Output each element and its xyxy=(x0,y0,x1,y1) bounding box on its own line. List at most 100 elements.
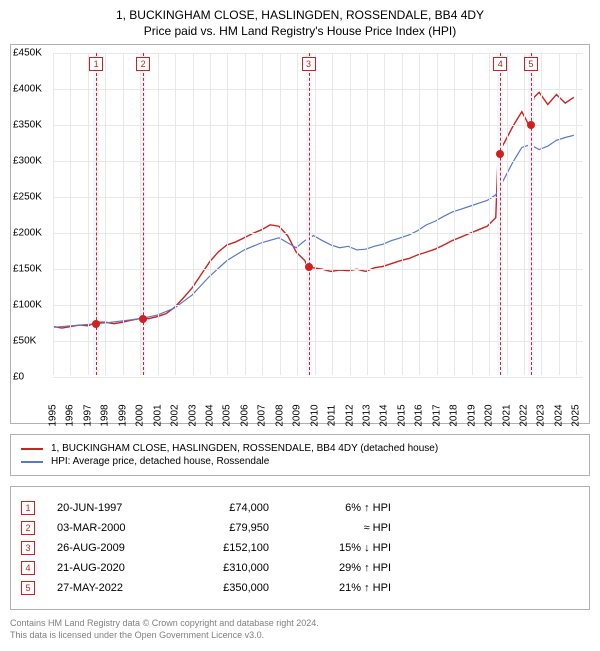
x-axis-label: 2017 xyxy=(431,404,442,426)
gridline-vertical xyxy=(507,53,508,375)
title-block: 1, BUCKINGHAM CLOSE, HASLINGDEN, ROSSEND… xyxy=(10,8,590,38)
gridline-vertical xyxy=(524,53,525,375)
gridline-vertical xyxy=(472,53,473,375)
marker-dashed-line xyxy=(500,53,501,375)
event-price: £79,950 xyxy=(179,522,269,534)
y-axis-label: £450K xyxy=(13,48,42,59)
x-axis-label: 2015 xyxy=(396,404,407,426)
gridline-vertical xyxy=(489,53,490,375)
gridline-horizontal xyxy=(53,161,583,162)
event-price: £152,100 xyxy=(179,542,269,554)
marker-dashed-line xyxy=(143,53,144,375)
event-number-box: 5 xyxy=(21,581,35,595)
event-row: 203-MAR-2000£79,950≈ HPI xyxy=(21,521,579,535)
marker-dot xyxy=(527,121,535,129)
gridline-vertical xyxy=(245,53,246,375)
gridline-vertical xyxy=(402,53,403,375)
gridline-horizontal xyxy=(53,89,583,90)
x-axis-label: 2023 xyxy=(536,404,547,426)
title-address: 1, BUCKINGHAM CLOSE, HASLINGDEN, ROSSEND… xyxy=(10,8,590,22)
price-chart: £0£50K£100K£150K£200K£250K£300K£350K£400… xyxy=(10,44,590,424)
event-number-box: 4 xyxy=(21,561,35,575)
event-delta-vs-hpi: 29% ↑ HPI xyxy=(291,562,391,574)
x-axis-label: 2010 xyxy=(309,404,320,426)
event-number-box: 1 xyxy=(21,501,35,515)
gridline-horizontal xyxy=(53,305,583,306)
gridline-vertical xyxy=(227,53,228,375)
gridline-vertical xyxy=(559,53,560,375)
event-date: 21-AUG-2020 xyxy=(57,562,157,574)
y-axis-label: £150K xyxy=(13,264,42,275)
footer-line: Contains HM Land Registry data © Crown c… xyxy=(10,618,590,630)
x-axis-label: 1995 xyxy=(48,404,59,426)
gridline-vertical xyxy=(437,53,438,375)
marker-dashed-line xyxy=(309,53,310,375)
x-axis-label: 2020 xyxy=(484,404,495,426)
event-number-box: 2 xyxy=(21,521,35,535)
y-axis-label: £250K xyxy=(13,192,42,203)
event-date: 03-MAR-2000 xyxy=(57,522,157,534)
marker-number-box: 2 xyxy=(136,57,150,71)
gridline-vertical xyxy=(140,53,141,375)
gridline-vertical xyxy=(280,53,281,375)
gridline-vertical xyxy=(70,53,71,375)
gridline-vertical xyxy=(576,53,577,375)
gridline-vertical xyxy=(123,53,124,375)
event-row: 421-AUG-2020£310,00029% ↑ HPI xyxy=(21,561,579,575)
page-container: 1, BUCKINGHAM CLOSE, HASLINGDEN, ROSSEND… xyxy=(0,0,600,651)
event-row: 120-JUN-1997£74,0006% ↑ HPI xyxy=(21,501,579,515)
marker-dot xyxy=(305,263,313,271)
gridline-horizontal xyxy=(53,269,583,270)
legend-box: 1, BUCKINGHAM CLOSE, HASLINGDEN, ROSSEND… xyxy=(10,434,590,476)
x-axis-label: 2006 xyxy=(239,404,250,426)
y-axis-label: £100K xyxy=(13,300,42,311)
event-row: 326-AUG-2009£152,10015% ↓ HPI xyxy=(21,541,579,555)
legend-item: 1, BUCKINGHAM CLOSE, HASLINGDEN, ROSSEND… xyxy=(21,443,579,454)
marker-number-box: 4 xyxy=(493,57,507,71)
event-delta-vs-hpi: 21% ↑ HPI xyxy=(291,582,391,594)
gridline-vertical xyxy=(193,53,194,375)
event-date: 26-AUG-2009 xyxy=(57,542,157,554)
x-axis-label: 2016 xyxy=(414,404,425,426)
sales-event-table: 120-JUN-1997£74,0006% ↑ HPI 2 03-MAR-2000 £… xyxy=(10,486,590,610)
marker-dot xyxy=(139,315,147,323)
x-axis-label: 1996 xyxy=(65,404,76,426)
series-line xyxy=(53,135,574,327)
x-axis-label: 2022 xyxy=(518,404,529,426)
gridline-horizontal xyxy=(53,53,583,54)
legend-swatch xyxy=(21,461,43,463)
x-axis-label: 2002 xyxy=(170,404,181,426)
x-axis-label: 2000 xyxy=(135,404,146,426)
x-axis-label: 2012 xyxy=(344,404,355,426)
event-date: 27-MAY-2022 xyxy=(57,582,157,594)
gridline-vertical xyxy=(158,53,159,375)
marker-number-box: 5 xyxy=(524,57,538,71)
x-axis-label: 2008 xyxy=(274,404,285,426)
gridline-vertical xyxy=(210,53,211,375)
gridline-vertical xyxy=(332,53,333,375)
x-axis-label: 2014 xyxy=(379,404,390,426)
gridline-vertical xyxy=(315,53,316,375)
x-axis-label: 2011 xyxy=(327,405,338,427)
x-axis-label: 2001 xyxy=(152,404,163,426)
gridline-vertical xyxy=(105,53,106,375)
event-number-box: 3 xyxy=(21,541,35,555)
series-line xyxy=(53,92,574,328)
gridline-vertical xyxy=(384,53,385,375)
gridline-horizontal xyxy=(53,125,583,126)
x-axis-label: 2003 xyxy=(187,404,198,426)
gridline-vertical xyxy=(454,53,455,375)
gridline-vertical xyxy=(367,53,368,375)
x-axis-label: 2024 xyxy=(553,404,564,426)
x-axis-label: 2005 xyxy=(222,404,233,426)
legend-swatch xyxy=(21,448,43,450)
gridline-horizontal xyxy=(53,377,583,378)
y-axis-label: £350K xyxy=(13,120,42,131)
y-axis-label: £0 xyxy=(13,372,24,383)
gridline-vertical xyxy=(53,53,54,375)
x-axis-label: 1999 xyxy=(117,404,128,426)
y-axis-label: £50K xyxy=(13,336,36,347)
event-row: 527-MAY-2022£350,00021% ↑ HPI xyxy=(21,581,579,595)
title-subtitle: Price paid vs. HM Land Registry's House … xyxy=(10,24,590,38)
x-axis-label: 2013 xyxy=(361,404,372,426)
